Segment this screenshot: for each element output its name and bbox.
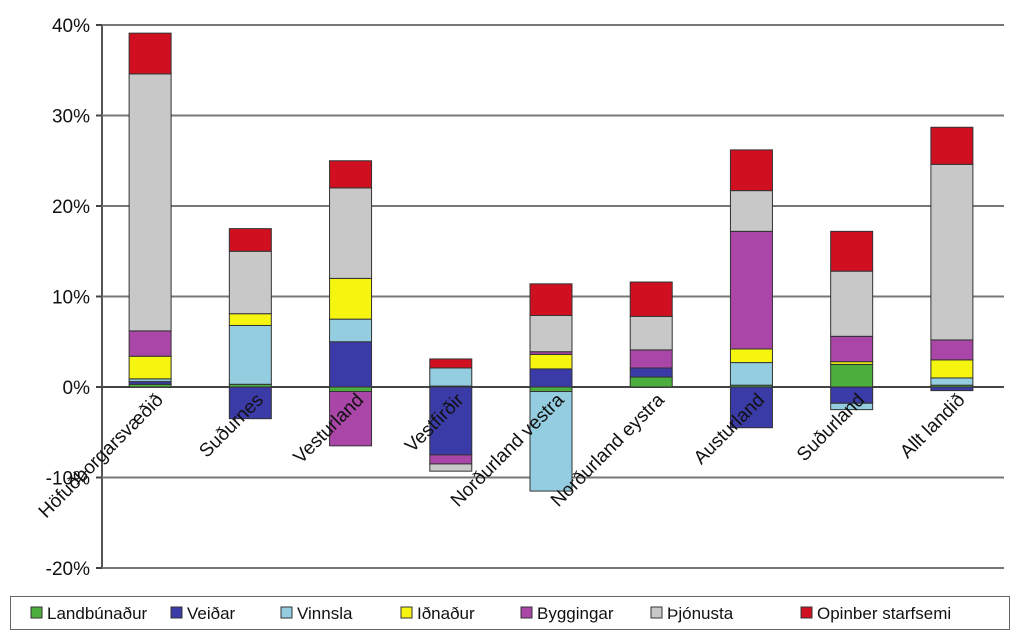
bar-segment xyxy=(930,163,974,341)
bar-segment xyxy=(128,355,172,380)
bar-segment xyxy=(529,368,573,388)
bar-segment xyxy=(830,402,874,411)
bar-segment xyxy=(329,160,373,189)
bar-segment xyxy=(329,391,373,447)
bar-segment xyxy=(429,463,473,472)
bar-segment xyxy=(529,283,573,317)
bar-segment xyxy=(629,367,673,378)
bar-segment xyxy=(429,367,473,387)
x-tick-label: Austurland xyxy=(690,390,769,469)
bar-segment xyxy=(930,377,974,386)
chart-svg: -20%-10%0%10%20%30%40%Höfuðborgarsvæðið S… xyxy=(35,16,1004,580)
bar-segment xyxy=(629,376,673,388)
y-tick-label: 0% xyxy=(63,378,91,399)
x-tick-label: Allt landið xyxy=(896,390,969,463)
legend-label: Byggingar xyxy=(537,604,614,623)
bar-segment xyxy=(930,339,974,361)
legend-swatch xyxy=(170,606,183,619)
bar-segment xyxy=(930,126,974,165)
y-tick-label: -20% xyxy=(46,559,90,580)
bar-segment xyxy=(629,315,673,351)
bar-segment xyxy=(930,386,974,392)
legend-label: Vinnsla xyxy=(297,604,353,623)
legend-swatch xyxy=(400,606,413,619)
bar-segment xyxy=(128,32,172,75)
bar-segment xyxy=(329,386,373,393)
bar-segment xyxy=(729,348,773,364)
bar-segment xyxy=(228,250,272,315)
bar-segment xyxy=(930,359,974,379)
legend-label: Þjónusta xyxy=(667,604,734,623)
bar-segment xyxy=(729,362,773,386)
bar-segment xyxy=(329,277,373,320)
bar-segment xyxy=(529,315,573,353)
bar-segment xyxy=(128,330,172,357)
legend-swatch xyxy=(30,606,43,619)
bar-segment xyxy=(329,187,373,279)
bar-segment xyxy=(228,324,272,385)
legend-label: Opinber starfsemi xyxy=(817,604,951,623)
y-tick-label: 10% xyxy=(52,288,90,309)
bar-segment xyxy=(329,341,373,388)
legend: Landbúnaður Veiðar Vinnsla Iðnaður Byggingar… xyxy=(10,596,1010,630)
bar-segment xyxy=(228,313,272,326)
bar-segment xyxy=(629,281,673,317)
legend-swatch xyxy=(280,606,293,619)
legend-swatch xyxy=(520,606,533,619)
legend-svg: Landbúnaður Veiðar Vinnsla Iðnaður Byggingar… xyxy=(30,604,951,623)
bar-segment xyxy=(228,228,272,252)
legend-label: Landbúnaður xyxy=(47,604,148,623)
bar-segment xyxy=(629,349,673,369)
bar-segment xyxy=(830,335,874,363)
legend-swatch xyxy=(650,606,663,619)
bar-segment xyxy=(729,230,773,350)
bar-segment xyxy=(529,386,573,393)
bar-segment xyxy=(830,270,874,337)
bar-segment xyxy=(729,190,773,232)
y-tick-label: 30% xyxy=(52,107,90,128)
legend-label: Veiðar xyxy=(187,604,236,623)
bar-segment xyxy=(729,149,773,192)
bar-segment xyxy=(729,386,773,429)
y-tick-label: -10% xyxy=(46,469,90,490)
bar-segment xyxy=(830,230,874,272)
legend-swatch xyxy=(800,606,813,619)
bar-segment xyxy=(329,318,373,343)
y-tick-label: 40% xyxy=(52,16,90,37)
bar-segment xyxy=(529,353,573,370)
y-tick-label: 20% xyxy=(52,197,90,218)
bar-segment xyxy=(228,386,272,420)
bar-segment xyxy=(529,391,573,492)
legend-label: Iðnaður xyxy=(417,604,475,623)
bar-segment xyxy=(830,363,874,388)
bar-segment xyxy=(429,358,473,369)
bar-segment xyxy=(128,73,172,332)
bar-segment xyxy=(429,454,473,465)
